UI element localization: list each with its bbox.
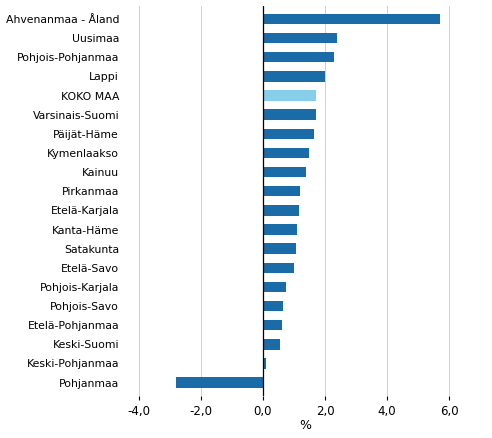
Bar <box>263 282 286 292</box>
Bar <box>263 262 294 273</box>
Bar <box>263 33 338 43</box>
X-axis label: %: % <box>299 420 311 432</box>
Bar <box>176 378 263 388</box>
Bar <box>263 224 297 235</box>
Bar <box>263 301 283 311</box>
Bar <box>263 358 266 369</box>
Bar <box>263 339 280 350</box>
Bar <box>263 71 325 81</box>
Bar <box>263 52 335 63</box>
Bar <box>263 148 309 158</box>
Bar <box>263 167 307 177</box>
Bar <box>263 14 440 24</box>
Bar <box>263 186 300 197</box>
Bar <box>263 320 281 330</box>
Bar <box>263 244 296 254</box>
Bar <box>263 128 314 139</box>
Bar <box>263 110 316 120</box>
Bar <box>263 205 299 215</box>
Bar <box>263 90 316 101</box>
